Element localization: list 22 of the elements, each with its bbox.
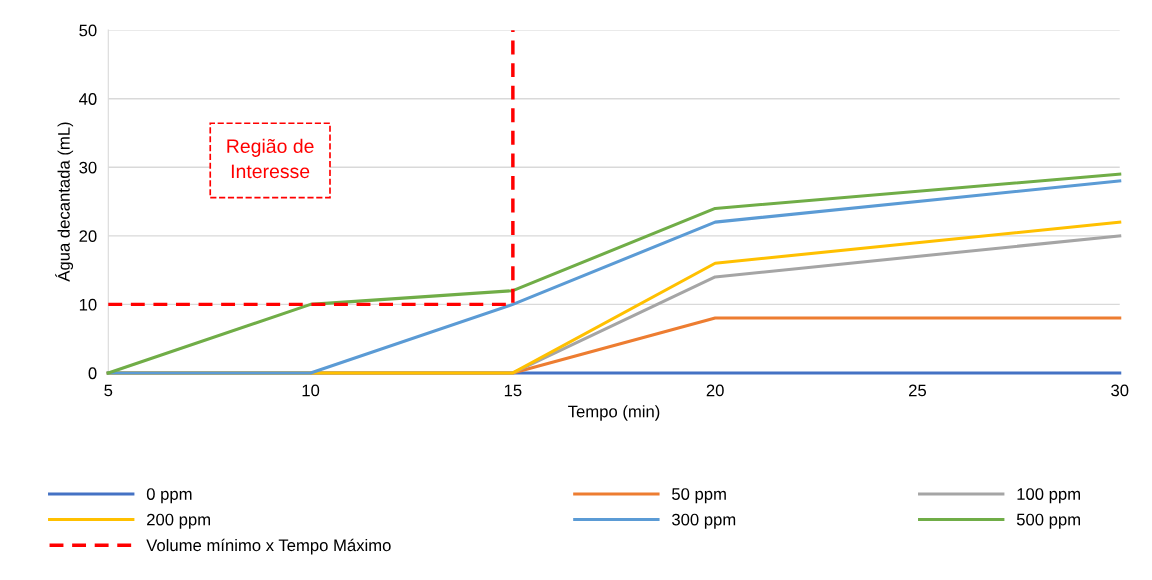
legend-label: 200 ppm [147, 513, 210, 529]
x-axis-title: Tempo (min) [568, 405, 660, 421]
y-tick-label: 10 [79, 298, 97, 311]
y-tick-label: 50 [79, 24, 97, 37]
legend-label: 100 ppm [1017, 488, 1080, 504]
annotation: Região de Interesse [227, 138, 314, 179]
x-tick-label: 15 [504, 384, 522, 397]
x-tick-label: 25 [909, 384, 927, 397]
legend-label: 300 ppm [672, 513, 736, 529]
x-tick-label: 20 [706, 384, 724, 397]
y-tick-label: 20 [79, 230, 97, 243]
y-tick-label: 0 [88, 367, 97, 380]
legend-label: 0 ppm [146, 488, 192, 504]
legend-label: Volume mínimo x Tempo Máximo [146, 538, 391, 555]
legend-label: 50 ppm [672, 488, 726, 504]
x-tick-label: 30 [1111, 384, 1129, 397]
x-tick-label: 5 [104, 384, 113, 397]
y-tick-label: 30 [79, 161, 97, 174]
legend-label: 500 ppm [1016, 513, 1080, 529]
y-tick-label: 40 [79, 93, 97, 105]
y-axis-title: Água decantada (mL) [55, 122, 74, 282]
x-tick-label: 10 [302, 384, 320, 397]
